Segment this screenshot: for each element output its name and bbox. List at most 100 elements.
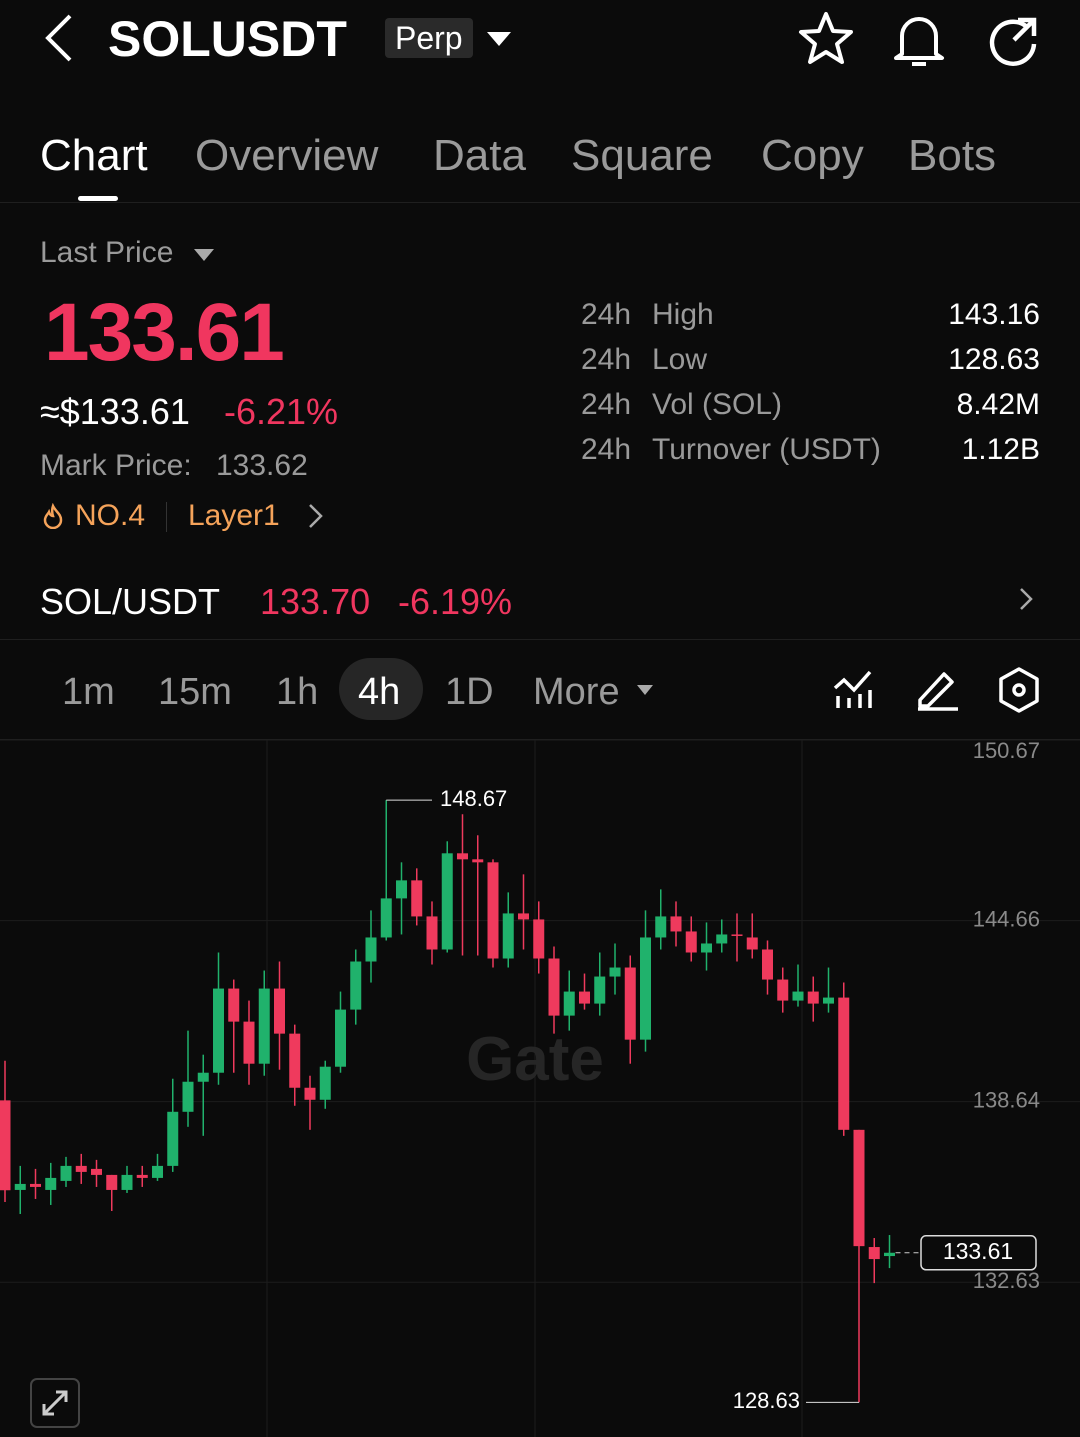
stat-value: 1.12B (961, 433, 1040, 466)
candle-body (655, 916, 667, 938)
separator (166, 502, 167, 532)
candle-body (487, 862, 499, 959)
tab[interactable]: Data (433, 131, 526, 180)
candle-body (502, 913, 514, 959)
stat-period: 24h (581, 298, 632, 331)
candle-body (716, 934, 728, 944)
y-tick-label: 150.67 (973, 740, 1040, 763)
badge: Perp (385, 18, 473, 58)
candle-body (121, 1174, 133, 1190)
y-tick-label: 138.64 (973, 1087, 1040, 1112)
price-label[interactable]: Last Price (40, 236, 174, 269)
chevron[interactable] (306, 503, 324, 529)
candle-body (518, 913, 529, 920)
candle-body (640, 937, 651, 1040)
candle-body (304, 1087, 316, 1100)
interval-active-bg (339, 658, 423, 720)
fire-icon (43, 503, 63, 529)
candle-body (533, 919, 545, 959)
interval[interactable]: 1m (62, 671, 115, 713)
tab[interactable]: Overview (195, 131, 379, 180)
dropdown[interactable] (193, 248, 215, 262)
dropdown[interactable] (636, 684, 654, 696)
candle-body (777, 979, 789, 1001)
high-label: 148.67 (440, 786, 507, 811)
candle-body (670, 916, 682, 932)
chart: Gate 150.67 144.66 138.64 132.63 148.67 128.6… (0, 740, 1080, 1437)
candle-body (411, 880, 423, 917)
candle-body (350, 961, 362, 1010)
last-price-box (920, 1235, 1037, 1271)
interval[interactable]: More (533, 671, 620, 713)
candle-body (228, 988, 240, 1022)
candle-body (182, 1081, 194, 1112)
last-price-label: 133.61 (943, 1238, 1013, 1264)
candle-body (731, 934, 743, 936)
stat-period: 24h (581, 433, 632, 466)
candle-body (14, 1183, 26, 1190)
draw-icon[interactable] (914, 666, 960, 712)
rank[interactable]: NO.4 (75, 499, 146, 532)
interval[interactable]: 4h (358, 671, 401, 713)
interval[interactable]: 15m (158, 671, 232, 713)
stat-period: 24h (581, 388, 632, 421)
stat-value: 143.16 (948, 298, 1040, 331)
spot-change: -6.19% (398, 581, 513, 622)
mark-label: Mark Price: (40, 449, 192, 482)
candle-body (60, 1165, 72, 1181)
candle-body (426, 916, 438, 950)
candle-body (624, 967, 636, 1040)
candle-body (853, 1129, 865, 1247)
candle-body (75, 1165, 87, 1172)
indicator-icon[interactable] (832, 668, 876, 712)
candle-body (762, 949, 773, 980)
fullscreen[interactable] (30, 1378, 80, 1428)
back-button[interactable] (40, 12, 80, 64)
y-tick-label: 132.63 (973, 1268, 1040, 1293)
dropdown[interactable] (486, 30, 512, 48)
sector[interactable]: Layer1 (188, 499, 280, 532)
candle-body (30, 1183, 41, 1187)
spot-price: 133.70 (260, 581, 371, 622)
candle-body (91, 1168, 102, 1175)
tab[interactable]: Copy (761, 131, 864, 180)
candle-body (365, 937, 377, 962)
favorite[interactable] (796, 10, 856, 66)
y-tick-label: 144.66 (973, 906, 1040, 931)
candle-body (289, 1033, 301, 1088)
candle-body (792, 991, 804, 1001)
candle-body (594, 976, 606, 1004)
mark-price: 133.62 (216, 449, 308, 482)
alert[interactable] (890, 10, 948, 68)
interval[interactable]: 1D (445, 671, 494, 713)
stat-value: 128.63 (948, 343, 1040, 376)
candle-body (274, 988, 285, 1034)
candle-body (319, 1066, 331, 1100)
candle-body (457, 853, 468, 860)
last-price: 133.61 (44, 287, 285, 378)
candle-body (579, 991, 590, 1004)
tab[interactable]: Chart (40, 131, 148, 180)
symbol[interactable]: SOLUSDT (108, 11, 347, 67)
interval[interactable]: 1h (276, 671, 319, 713)
candle-body (258, 988, 270, 1064)
candle-body (563, 991, 575, 1016)
spot-pair[interactable]: SOL/USDT (40, 581, 221, 622)
divider (0, 639, 1080, 640)
refresh[interactable] (984, 12, 1042, 68)
settings-icon[interactable] (996, 666, 1042, 714)
candle-body (884, 1252, 895, 1257)
tab[interactable]: Bots (908, 131, 997, 180)
candle-body (396, 880, 407, 899)
candle-body (807, 991, 819, 1004)
candle-body (335, 1009, 346, 1067)
candle-body (136, 1174, 148, 1178)
candle-body (441, 853, 453, 950)
candle-body (609, 967, 621, 977)
candle-body (701, 943, 712, 953)
stat-period: 24h (581, 343, 632, 376)
candle-body (472, 859, 484, 863)
chevron[interactable] (1018, 587, 1034, 611)
tab[interactable]: Square (571, 131, 713, 180)
